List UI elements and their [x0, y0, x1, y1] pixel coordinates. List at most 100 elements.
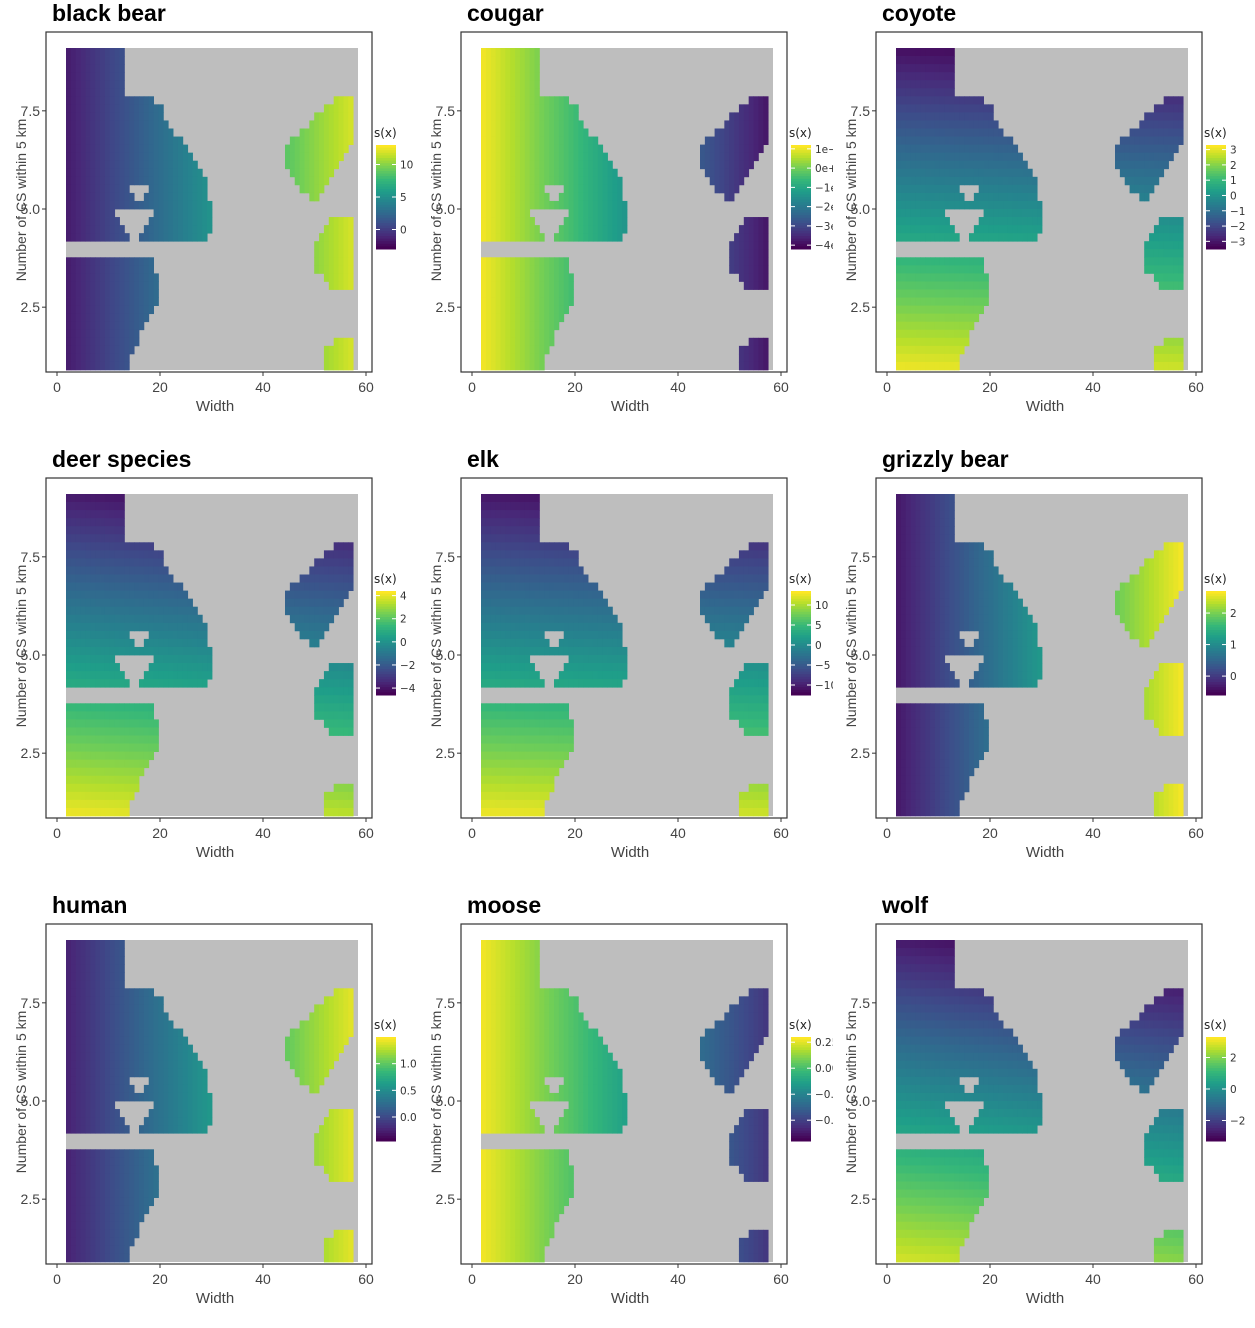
heatmap-cell: [739, 120, 744, 128]
heatmap-cell: [598, 185, 603, 193]
heatmap-cell: [525, 703, 530, 711]
heatmap-cell: [539, 599, 544, 607]
heatmap-cell: [520, 330, 525, 338]
heatmap-cell: [129, 169, 134, 177]
heatmap-cell: [105, 112, 110, 120]
heatmap-cell: [71, 120, 76, 128]
heatmap-cell: [85, 494, 90, 502]
heatmap-cell: [76, 639, 81, 647]
heatmap-cell: [920, 217, 925, 225]
heatmap-cell: [81, 322, 86, 330]
heatmap-cell: [300, 631, 305, 639]
heatmap-cell: [988, 201, 993, 209]
heatmap-cell: [559, 583, 564, 591]
heatmap-cell: [739, 671, 744, 679]
heatmap-cell: [505, 137, 510, 145]
heatmap-cell: [110, 647, 115, 655]
heatmap-cell: [578, 583, 583, 591]
heatmap-cell: [173, 663, 178, 671]
heatmap-cell: [1149, 185, 1154, 193]
heatmap-cell: [295, 161, 300, 169]
heatmap-cell: [530, 104, 535, 112]
heatmap-cell: [959, 104, 964, 112]
heatmap-cell: [510, 104, 515, 112]
heatmap-cell: [749, 719, 754, 727]
heatmap-cell: [959, 314, 964, 322]
heatmap-cell: [911, 322, 916, 330]
heatmap-cell: [491, 346, 496, 354]
heatmap-cell: [115, 583, 120, 591]
heatmap-cell: [486, 792, 491, 800]
heatmap-cell: [76, 679, 81, 687]
heatmap-cell: [158, 185, 163, 193]
heatmap-cell: [304, 607, 309, 615]
heatmap-cell: [149, 615, 154, 623]
heatmap-cell: [758, 338, 763, 346]
heatmap-cell: [100, 647, 105, 655]
heatmap-cell: [979, 153, 984, 161]
heatmap-cell: [71, 792, 76, 800]
heatmap-cell: [110, 583, 115, 591]
heatmap-cell: [945, 265, 950, 273]
heatmap-cell: [66, 120, 71, 128]
heatmap-cell: [593, 217, 598, 225]
heatmap-cell: [554, 719, 559, 727]
heatmap-cell: [149, 145, 154, 153]
heatmap-cell: [76, 153, 81, 161]
heatmap-cell: [539, 306, 544, 314]
heatmap-cell: [500, 703, 505, 711]
heatmap-cell: [901, 306, 906, 314]
heatmap-cell: [124, 322, 129, 330]
heatmap-cell: [173, 655, 178, 663]
heatmap-cell: [202, 679, 207, 687]
heatmap-cell: [134, 550, 139, 558]
heatmap-cell: [559, 201, 564, 209]
heatmap-cell: [544, 290, 549, 298]
heatmap-cell: [85, 744, 90, 752]
heatmap-cell: [105, 639, 110, 647]
heatmap-cell: [134, 129, 139, 137]
heatmap-cell: [329, 153, 334, 161]
heatmap-cell: [763, 784, 768, 792]
heatmap-cell: [1032, 201, 1037, 209]
heatmap-cell: [530, 752, 535, 760]
heatmap-cell: [496, 169, 501, 177]
heatmap-cell: [544, 542, 549, 550]
heatmap-cell: [348, 112, 353, 120]
heatmap-cell: [729, 129, 734, 137]
heatmap-cell: [758, 96, 763, 104]
heatmap-cell: [998, 233, 1003, 241]
heatmap-cell: [115, 265, 120, 273]
heatmap-cell: [81, 711, 86, 719]
heatmap-cell: [66, 607, 71, 615]
heatmap-cell: [309, 639, 314, 647]
heatmap-cell: [491, 711, 496, 719]
heatmap-cell: [120, 193, 125, 201]
heatmap-cell: [348, 362, 353, 370]
heatmap-cell: [81, 185, 86, 193]
heatmap-cell: [76, 800, 81, 808]
heatmap-cell: [544, 736, 549, 744]
heatmap-cell: [510, 575, 515, 583]
heatmap-cell: [76, 784, 81, 792]
heatmap-cell: [324, 169, 329, 177]
heatmap-cell: [110, 314, 115, 322]
heatmap-cell: [535, 96, 540, 104]
heatmap-cell: [324, 177, 329, 185]
heatmap-cell: [588, 631, 593, 639]
heatmap-cell: [100, 760, 105, 768]
heatmap-cell: [81, 120, 86, 128]
heatmap-cell: [554, 744, 559, 752]
heatmap-cell: [1144, 193, 1149, 201]
heatmap-cell: [329, 575, 334, 583]
heatmap-cell: [300, 177, 305, 185]
heatmap-cell: [612, 217, 617, 225]
heatmap-cell: [739, 550, 744, 558]
heatmap-cell: [105, 104, 110, 112]
heatmap-cell: [988, 193, 993, 201]
heatmap-cell: [314, 153, 319, 161]
heatmap-cell: [911, 306, 916, 314]
heatmap-cell: [1120, 137, 1125, 145]
heatmap-cell: [915, 346, 920, 354]
heatmap-cell: [95, 711, 100, 719]
